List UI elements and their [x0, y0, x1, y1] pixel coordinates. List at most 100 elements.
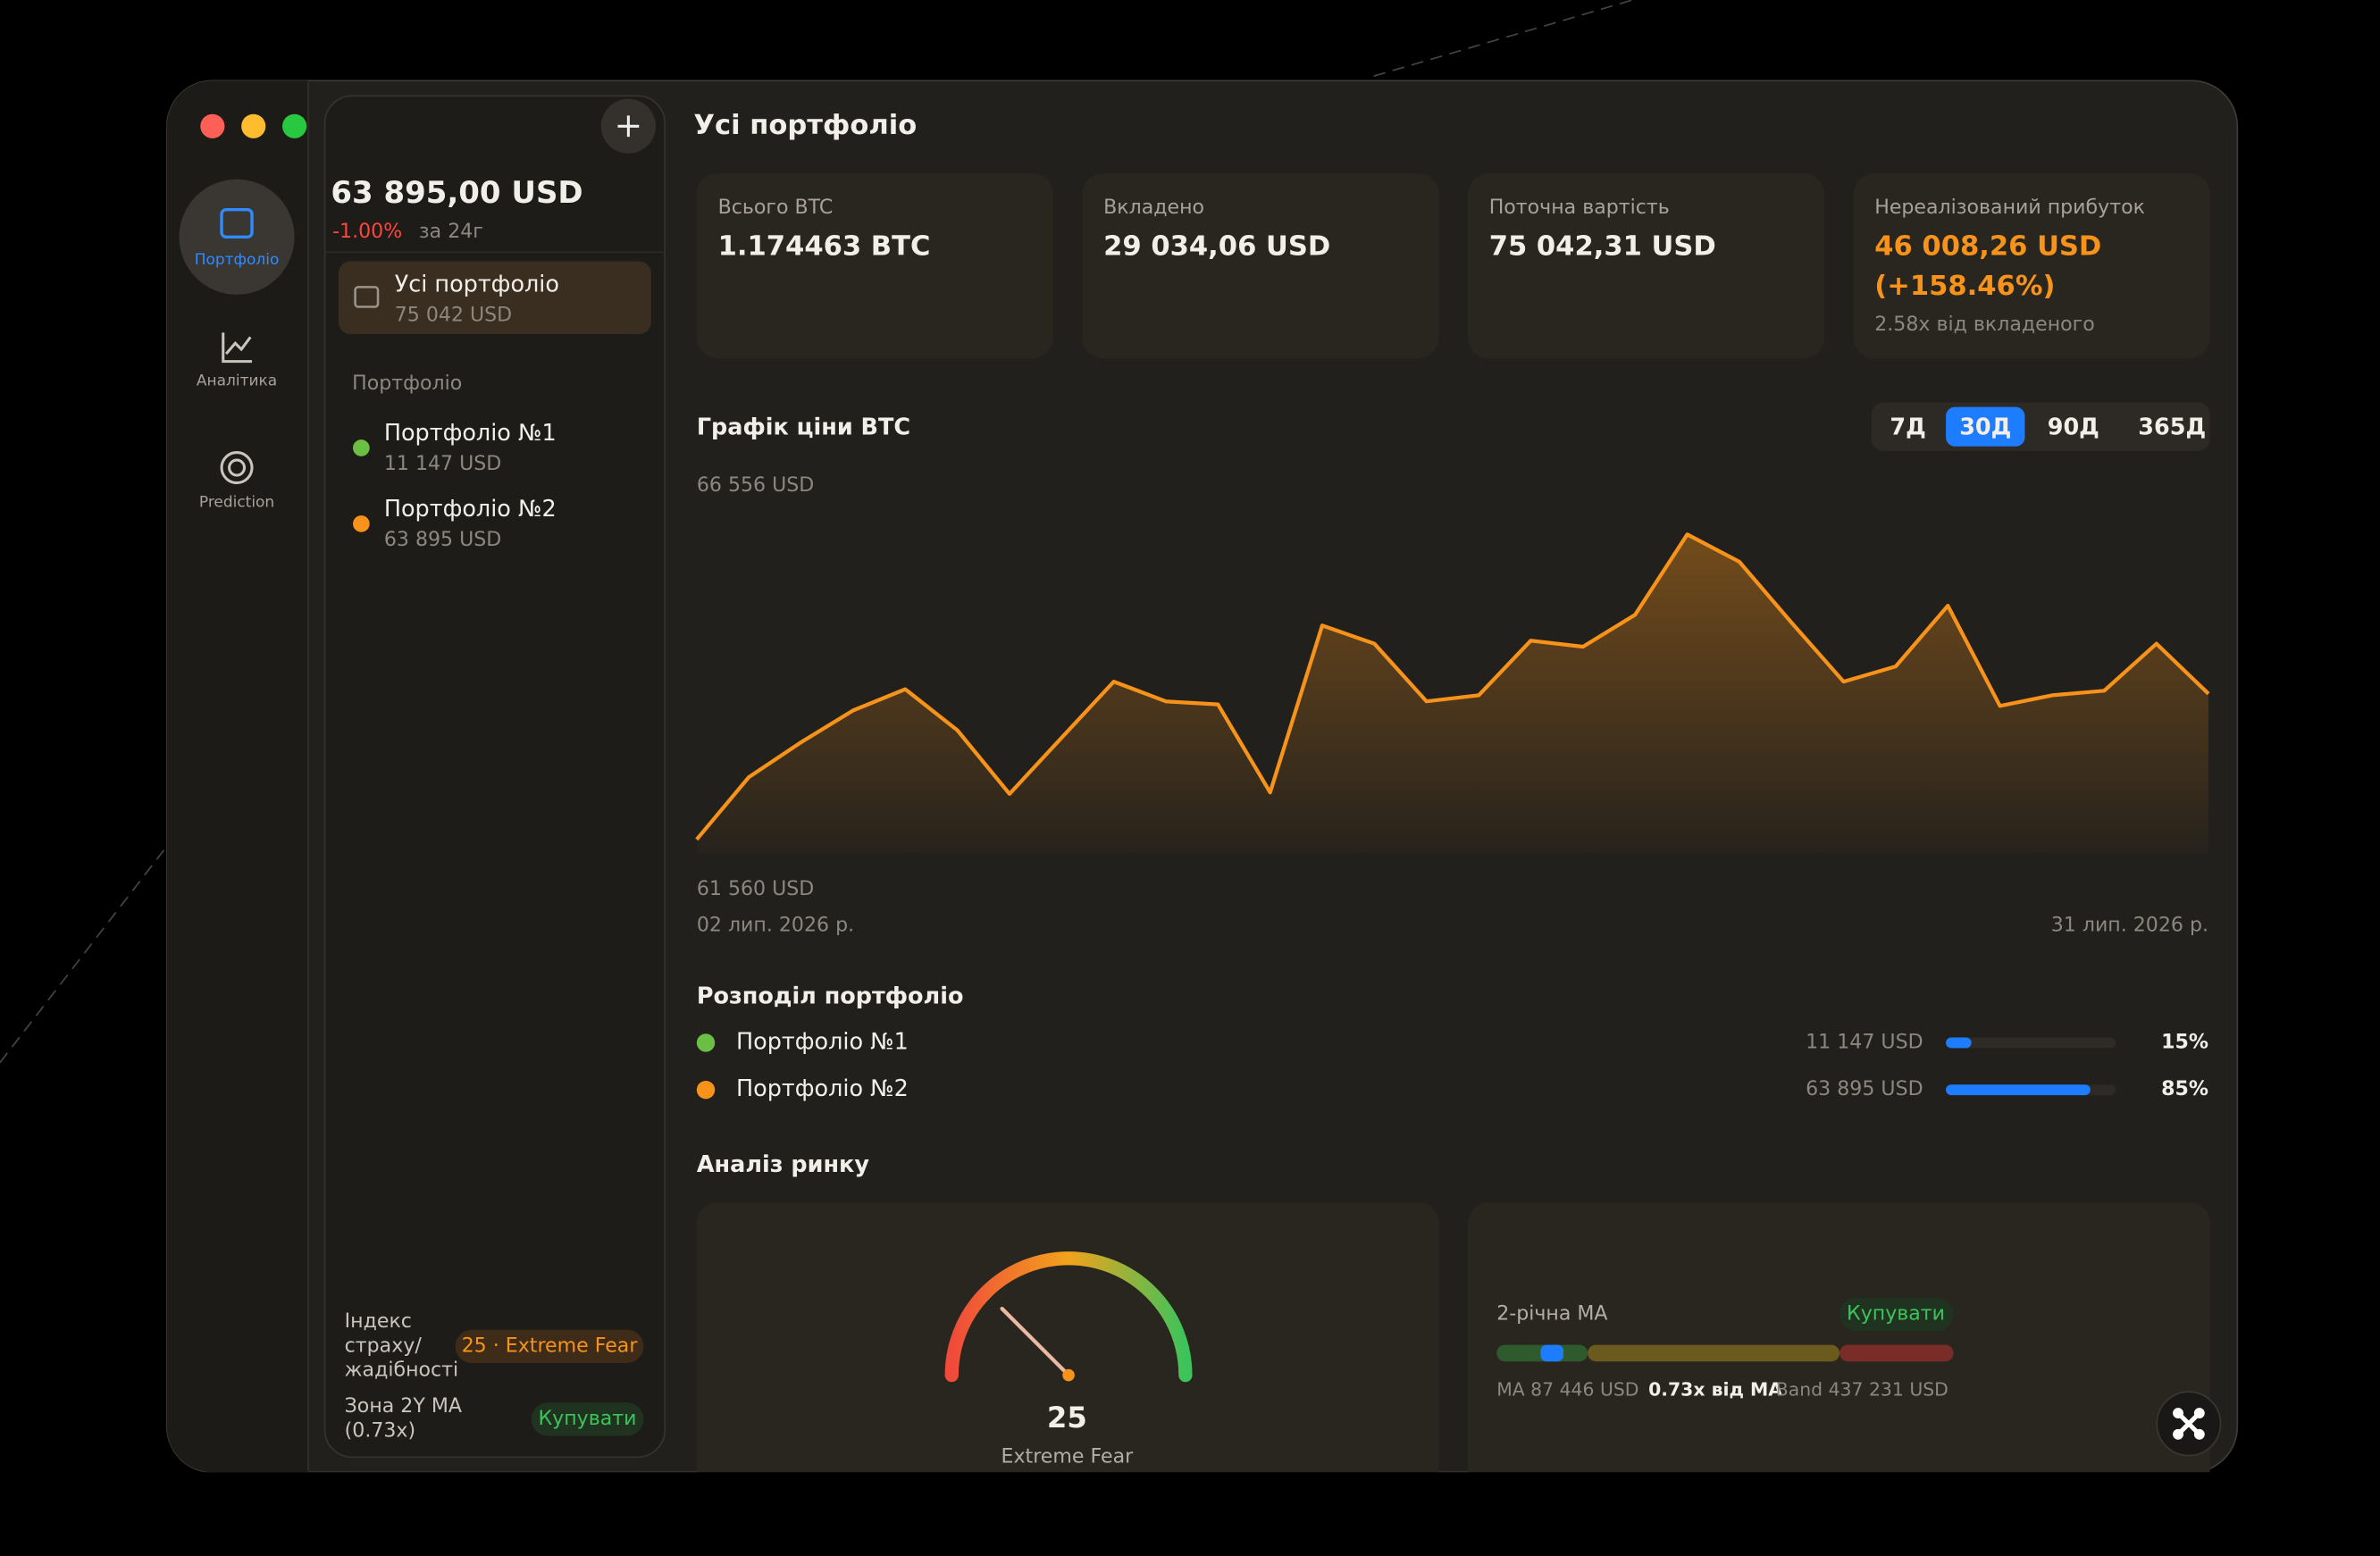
price-area: [696, 534, 2209, 854]
fear-badge: 25 · Extreme Fear: [462, 1334, 639, 1357]
zoom-button[interactable]: [282, 113, 307, 138]
distribution: Портфоліо №1 11 147 USD 15% Портфоліо №2 63 …: [696, 1028, 2208, 1102]
zone-badge: Купувати: [539, 1408, 637, 1430]
gauge: [1000, 1306, 1075, 1382]
x-tick-label: 02 лип. 2026 р.: [697, 915, 854, 937]
portfolio-panel: [323, 95, 666, 1459]
percent-label: 85%: [2161, 1078, 2208, 1100]
range-active: [1946, 406, 2025, 447]
nav-rail: [166, 80, 308, 1473]
change-period: за 24г: [419, 221, 483, 243]
stat-card: [1467, 172, 1825, 359]
price-line: [695, 532, 2210, 841]
nav-prediction[interactable]: Prediction: [199, 451, 274, 512]
color-dot: [353, 515, 370, 532]
target-icon: [228, 458, 247, 477]
clip-bottom: [166, 1472, 2238, 1556]
stat-value: 75 042,31 USD: [1489, 231, 1716, 263]
ma-ratio: 0.73x від MA: [1648, 1379, 1782, 1401]
bar: [1946, 1084, 2091, 1096]
range-option[interactable]: 30Д: [1959, 414, 2011, 440]
gauge-arc: [944, 1251, 1193, 1383]
stat-label: Вкладено: [1103, 197, 1204, 219]
stat-label: Нереалізований прибуток: [1874, 197, 2145, 219]
nav-label: Prediction: [199, 494, 274, 512]
item-name: Портфоліо №1: [736, 1028, 909, 1055]
portfolio-item[interactable]: Портфоліо №2 63 895 USD: [353, 496, 557, 551]
item-name: Портфоліо №1: [384, 420, 557, 447]
total-value: 63 895,00 USD: [331, 175, 582, 211]
floating-icon: [2173, 1408, 2183, 1418]
ma-value: MA 87 446 USD: [1496, 1379, 1638, 1401]
section-title: Аналіз ринку: [697, 1151, 870, 1178]
range-option[interactable]: 365Д: [2138, 414, 2206, 440]
gauge-hub: [1062, 1368, 1075, 1382]
chart-title: Графік ціни BTC: [697, 414, 910, 440]
nav-analytics[interactable]: Аналітика: [197, 332, 277, 390]
ma-band: Band 437 231 USD: [1776, 1379, 1948, 1401]
ma-title: 2-річна MA: [1496, 1303, 1607, 1326]
y-tick-label: 61 560 USD: [697, 878, 814, 900]
zone-label: (0.73x): [345, 1419, 415, 1442]
zone-label: Зона 2Y MA: [345, 1395, 462, 1418]
stat-card: [1853, 172, 2210, 359]
item-name: Портфоліо №2: [736, 1075, 909, 1102]
item-name: Усі портфоліо: [395, 272, 559, 298]
portfolio-list: Портфоліо №1 11 147 USD Портфоліо №2 63 895…: [353, 420, 557, 551]
fear-label: Індекс: [345, 1310, 412, 1333]
wallet-icon: [220, 208, 254, 239]
item-value: 75 042 USD: [395, 305, 512, 327]
all-portfolios-item[interactable]: Усі портфоліо 75 042 USD: [338, 261, 651, 335]
bar-track: [1946, 1037, 2116, 1049]
nav-label: Аналітика: [197, 372, 277, 390]
stat-label: Поточна вартість: [1489, 197, 1670, 219]
plus-icon: [617, 115, 640, 138]
zone-yellow: [1588, 1344, 1840, 1362]
price-chart: 66 556 USD 61 560 USD 02 лип. 2026 р. 31 ли…: [695, 474, 2210, 937]
gauge-value: 25: [1047, 1401, 1087, 1435]
stat-sub: 2.58x від вкладеного: [1874, 314, 2095, 336]
close-button[interactable]: [200, 113, 225, 138]
gauge-label: Extreme Fear: [1001, 1445, 1135, 1468]
y-tick-label: 66 556 USD: [697, 474, 814, 497]
decor-line: [1373, 0, 1632, 78]
page-title: Усі портфоліо: [693, 110, 917, 141]
stat-value: 1.174463 BTC: [718, 231, 931, 263]
minimize-button[interactable]: [241, 113, 266, 138]
ma-badge: Купувати: [1847, 1303, 1945, 1326]
zone-red: [1839, 1344, 1954, 1362]
range-option[interactable]: 7Д: [1890, 414, 1925, 440]
percent-label: 15%: [2161, 1031, 2208, 1053]
stat-value: (+158.46%): [1874, 271, 2055, 302]
stat-label: Всього BTC: [718, 197, 834, 219]
stat-card: [696, 172, 1054, 359]
item-amount: 63 895 USD: [1806, 1078, 1923, 1100]
floating-icon: [2173, 1428, 2183, 1440]
floating-icon: [2193, 1428, 2205, 1440]
fear-label: жадібності: [345, 1359, 459, 1381]
stat-value: 29 034,06 USD: [1103, 231, 1330, 263]
section-title: Розподіл портфоліо: [697, 983, 964, 1010]
fear-badge-bg: [455, 1329, 644, 1363]
ma-card: [1467, 1201, 2210, 1491]
item-value: 11 147 USD: [384, 453, 501, 475]
nav-portfolio[interactable]: Портфоліо: [179, 179, 295, 295]
ma-badge-bg: [1839, 1297, 1954, 1332]
selected-bg: [338, 261, 651, 335]
ma-marker: [1540, 1344, 1563, 1362]
gauge-card: [696, 1201, 1439, 1491]
stat-card: [1082, 172, 1439, 359]
bar: [1946, 1037, 1972, 1049]
change: -1.00%: [332, 221, 402, 243]
portfolio-item[interactable]: Портфоліо №1 11 147 USD: [353, 420, 557, 475]
x-tick-label: 31 лип. 2026 р.: [2051, 915, 2208, 937]
gauge-needle: [1000, 1306, 1071, 1377]
target-icon: [220, 451, 254, 485]
chart-icon: [222, 332, 253, 364]
item-value: 63 895 USD: [384, 529, 501, 551]
zone-badge-bg: [531, 1402, 644, 1436]
range-option[interactable]: 90Д: [2048, 414, 2099, 440]
fear-label: страху/: [345, 1334, 423, 1357]
